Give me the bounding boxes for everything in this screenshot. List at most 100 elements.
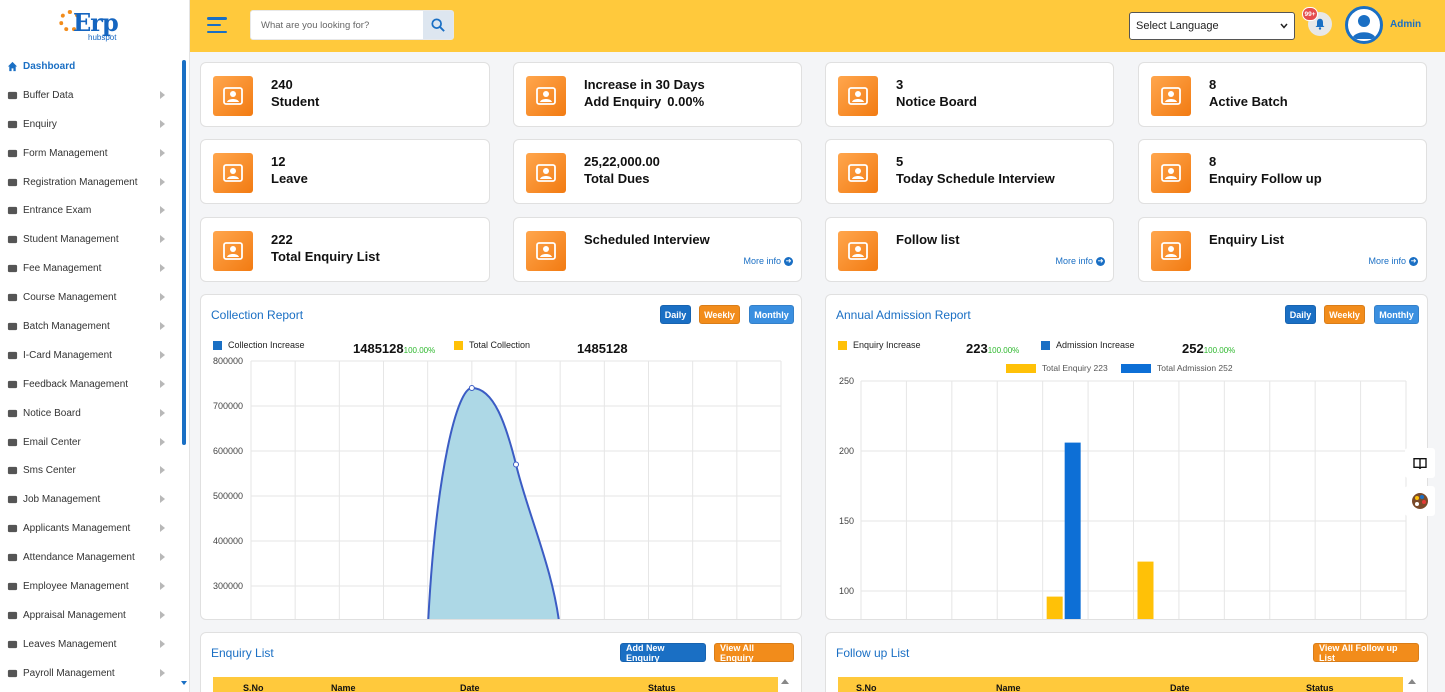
stat-card[interactable]: 8 Enquiry Follow up [1138,139,1427,204]
column-header[interactable]: Name [331,683,356,692]
sidebar-item-payroll-management[interactable]: Payroll Management [0,659,189,688]
sidebar-item-appraisal-management[interactable]: Appraisal Management [0,601,189,630]
chevron-right-icon [160,437,165,446]
more-info-link[interactable]: More info ➜ [743,256,793,266]
stat-card[interactable]: 12 Leave [200,139,490,204]
monthly-button[interactable]: Monthly [1374,305,1419,324]
stat-card[interactable]: 8 Active Batch [1138,62,1427,127]
column-header[interactable]: Status [648,683,676,692]
hamburger-menu-icon[interactable] [207,17,227,33]
notification-count-badge: 99+ [1302,7,1318,21]
book-icon [1413,458,1427,469]
bar-total-admission[interactable] [1064,442,1081,620]
view-all-enquiry-button[interactable]: View All Enquiry [714,643,794,663]
sidebar-item-job-management[interactable]: Job Management [0,485,189,514]
sidebar-item-entrance-exam[interactable]: Entrance Exam [0,196,189,225]
info-icon [6,552,18,563]
column-header[interactable]: S.No [856,683,877,692]
bar-total-enquiry[interactable] [1137,561,1154,620]
sidebar-item-course-management[interactable]: Course Management [0,283,189,312]
stat-card[interactable]: 222 Total Enquiry List [200,217,490,282]
stat-card[interactable]: Follow list More info ➜ [825,217,1114,282]
book-widget-button[interactable] [1405,448,1435,478]
user-name[interactable]: Admin [1390,19,1422,30]
data-point[interactable] [468,385,475,391]
stat-card[interactable]: Increase in 30 Days Add Enquiry 0.00% [513,62,802,127]
scroll-up-arrow-icon[interactable] [781,679,789,684]
column-header[interactable]: Status [1306,683,1334,692]
calendar-icon [526,231,566,271]
sidebar-item-enquiry[interactable]: Enquiry [0,110,189,139]
more-info-link[interactable]: More info ➜ [1368,256,1418,266]
sidebar-item-buffer-data[interactable]: Buffer Data [0,81,189,110]
legend-label: Total Admission 252 [1157,363,1233,373]
column-header[interactable]: Date [460,683,480,692]
follow-up-icon [1151,153,1191,193]
weekly-button[interactable]: Weekly [699,305,740,324]
scroll-down-arrow-icon[interactable] [181,681,187,685]
legend-total-collection: Total Collection [454,340,530,350]
legend-swatch [1121,363,1151,373]
search-input[interactable] [251,11,423,39]
stat-percent: 100.00% [1203,346,1236,355]
sidebar-item-batch-management[interactable]: Batch Management [0,312,189,341]
sidebar-item-leaves-management[interactable]: Leaves Management [0,630,189,659]
sidebar-item-employee-management[interactable]: Employee Management [0,572,189,601]
sidebar-item-i-card-management[interactable]: I-Card Management [0,341,189,370]
logo[interactable]: Erp hubspot [0,0,189,52]
column-header[interactable]: Date [1170,683,1190,692]
chevron-right-icon [160,293,165,302]
card-line-1: 12 [271,154,286,169]
column-header[interactable]: Name [996,683,1021,692]
enquiry-increase-value: 223100.00% [966,341,1019,356]
card-line-2: Total Dues [584,171,650,186]
interview-icon [838,153,878,193]
sidebar-item-attendance-management[interactable]: Attendance Management [0,543,189,572]
weekly-button[interactable]: Weekly [1324,305,1365,324]
sidebar-item-feedback-management[interactable]: Feedback Management [0,370,189,399]
chevron-right-icon [160,379,165,388]
sidebar-scrollbar[interactable] [182,60,186,445]
sidebar-item-form-management[interactable]: Form Management [0,139,189,168]
monthly-button[interactable]: Monthly [749,305,794,324]
more-info-link[interactable]: More info ➜ [1055,256,1105,266]
avatar[interactable] [1345,6,1383,44]
stat-card[interactable]: 25,22,000.00 Total Dues [513,139,802,204]
bell-icon [1315,18,1325,30]
view-all-followup-button[interactable]: View All Follow up List [1313,643,1419,663]
sidebar-item-sms-center[interactable]: Sms Center [0,456,189,485]
sidebar-item-fee-management[interactable]: Fee Management [0,254,189,283]
card-line-2: Leave [271,171,308,186]
stat-card[interactable]: Scheduled Interview More info ➜ [513,217,802,282]
sidebar-item-student-management[interactable]: Student Management [0,225,189,254]
stat-card[interactable]: 3 Notice Board [825,62,1114,127]
stat-card[interactable]: 5 Today Schedule Interview [825,139,1114,204]
legend-label: Collection Increase [228,340,305,350]
sidebar-item-notice-board[interactable]: Notice Board [0,399,189,428]
collection-chart: 8000007000006000005000004000003000002000… [213,356,782,619]
stat-card[interactable]: Enquiry List More info ➜ [1138,217,1427,282]
daily-button[interactable]: Daily [660,305,691,324]
sidebar-item-applicants-management[interactable]: Applicants Management [0,514,189,543]
search-button[interactable] [423,11,453,39]
collection-report-panel: Collection Report Daily Weekly Monthly C… [200,294,802,620]
card-line-1: Enquiry List [1209,232,1285,247]
phone-icon [1151,231,1191,271]
add-new-enquiry-button[interactable]: Add New Enquiry [620,643,706,663]
theme-widget-button[interactable] [1405,486,1435,516]
chevron-right-icon [160,408,165,417]
bar-total-enquiry[interactable] [1046,596,1063,620]
sidebar-item-label: Sms Center [23,465,76,477]
sidebar-item-dashboard[interactable]: Dashboard [0,52,189,81]
sidebar-item-registration-management[interactable]: Registration Management [0,168,189,197]
sidebar-item-email-center[interactable]: Email Center [0,428,189,457]
daily-button[interactable]: Daily [1285,305,1316,324]
more-info-label: More info [1368,256,1406,266]
stat-value: 252 [1182,341,1204,356]
language-select[interactable]: Select Language [1129,12,1295,40]
column-header[interactable]: S.No [243,683,264,692]
data-point[interactable] [513,461,519,468]
stat-card[interactable]: 240 Student [200,62,490,127]
leaf-icon [6,639,18,650]
scroll-up-arrow-icon[interactable] [1408,679,1416,684]
